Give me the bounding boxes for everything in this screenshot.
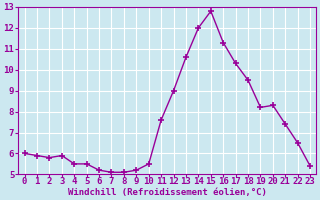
X-axis label: Windchill (Refroidissement éolien,°C): Windchill (Refroidissement éolien,°C)	[68, 188, 267, 197]
